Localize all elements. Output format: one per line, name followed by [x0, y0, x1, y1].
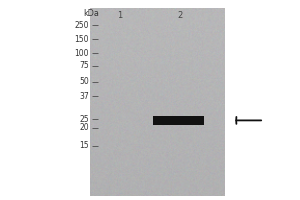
Text: 50: 50 [79, 77, 89, 86]
Text: kDa: kDa [84, 8, 99, 18]
Text: 15: 15 [79, 142, 89, 150]
Text: 1: 1 [117, 10, 123, 20]
Text: 37: 37 [79, 92, 89, 101]
Text: 20: 20 [79, 123, 89, 132]
Text: 100: 100 [74, 48, 89, 58]
Text: 75: 75 [79, 61, 89, 70]
Text: 2: 2 [177, 10, 183, 20]
Text: 150: 150 [74, 34, 89, 44]
Bar [153, 116, 204, 125]
Text: 250: 250 [74, 21, 89, 29]
Text: 25: 25 [79, 114, 89, 123]
